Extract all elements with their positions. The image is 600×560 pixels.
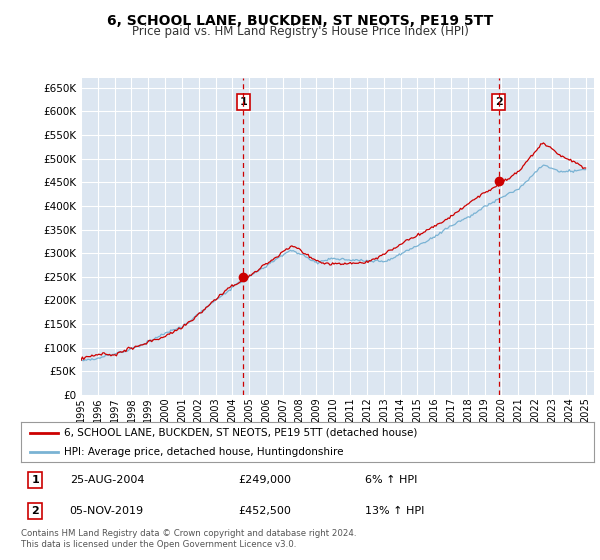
Text: Price paid vs. HM Land Registry's House Price Index (HPI): Price paid vs. HM Land Registry's House … bbox=[131, 25, 469, 38]
Text: Contains HM Land Registry data © Crown copyright and database right 2024.
This d: Contains HM Land Registry data © Crown c… bbox=[21, 529, 356, 549]
Text: 6, SCHOOL LANE, BUCKDEN, ST NEOTS, PE19 5TT: 6, SCHOOL LANE, BUCKDEN, ST NEOTS, PE19 … bbox=[107, 14, 493, 28]
Text: £249,000: £249,000 bbox=[239, 475, 292, 485]
Text: 6% ↑ HPI: 6% ↑ HPI bbox=[365, 475, 417, 485]
Text: 1: 1 bbox=[31, 475, 39, 485]
Text: 2: 2 bbox=[495, 97, 503, 107]
Text: 1: 1 bbox=[239, 97, 247, 107]
Text: 6, SCHOOL LANE, BUCKDEN, ST NEOTS, PE19 5TT (detached house): 6, SCHOOL LANE, BUCKDEN, ST NEOTS, PE19 … bbox=[64, 428, 418, 437]
Text: 2: 2 bbox=[31, 506, 39, 516]
Text: £452,500: £452,500 bbox=[239, 506, 292, 516]
Text: 25-AUG-2004: 25-AUG-2004 bbox=[70, 475, 144, 485]
Text: HPI: Average price, detached house, Huntingdonshire: HPI: Average price, detached house, Hunt… bbox=[64, 447, 343, 457]
Text: 13% ↑ HPI: 13% ↑ HPI bbox=[365, 506, 424, 516]
Text: 05-NOV-2019: 05-NOV-2019 bbox=[70, 506, 144, 516]
